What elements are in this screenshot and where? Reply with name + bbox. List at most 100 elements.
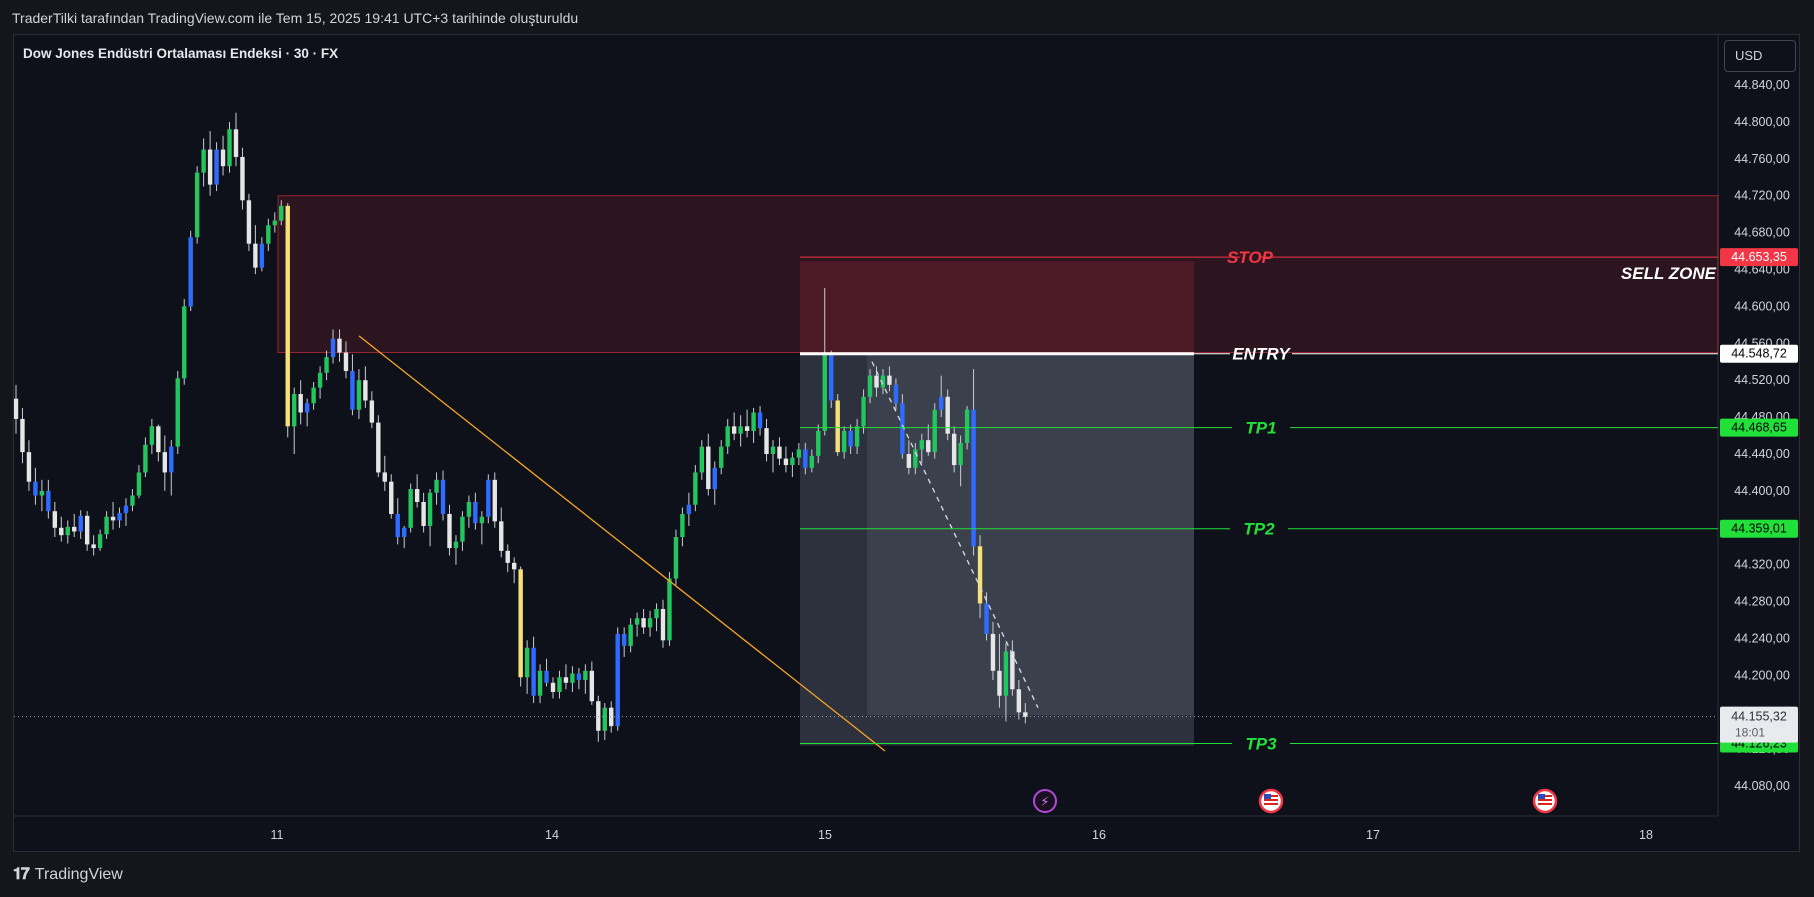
candle[interactable]: [110, 516, 116, 521]
candle[interactable]: [337, 338, 342, 353]
candle[interactable]: [220, 149, 226, 167]
candle[interactable]: [369, 400, 375, 423]
candle[interactable]: [893, 384, 899, 404]
candle[interactable]: [330, 338, 336, 358]
candle[interactable]: [311, 387, 316, 404]
candle[interactable]: [46, 490, 51, 512]
candle-series[interactable]: [14, 112, 1028, 742]
candle[interactable]: [486, 479, 491, 517]
candle[interactable]: [958, 442, 963, 466]
candle[interactable]: [835, 400, 840, 453]
candle[interactable]: [143, 444, 148, 473]
candle[interactable]: [376, 422, 381, 473]
candle[interactable]: [615, 633, 620, 727]
candle[interactable]: [130, 495, 135, 506]
candle[interactable]: [207, 149, 213, 185]
candle[interactable]: [964, 409, 970, 443]
candle[interactable]: [421, 501, 426, 526]
candle[interactable]: [887, 375, 892, 385]
candle[interactable]: [609, 707, 614, 727]
candle[interactable]: [939, 396, 944, 410]
candle[interactable]: [596, 701, 601, 731]
currency-button[interactable]: USD: [1724, 40, 1796, 72]
candle[interactable]: [104, 516, 109, 535]
candle[interactable]: [201, 149, 206, 173]
brand-name[interactable]: TradingView: [34, 866, 123, 883]
candle[interactable]: [324, 357, 329, 373]
candle[interactable]: [680, 513, 685, 538]
candle[interactable]: [583, 670, 588, 681]
candle[interactable]: [706, 446, 711, 490]
candle[interactable]: [182, 306, 187, 379]
candle[interactable]: [796, 449, 802, 458]
candle[interactable]: [1023, 712, 1028, 717]
candle[interactable]: [686, 504, 692, 514]
candle[interactable]: [667, 578, 672, 641]
candle[interactable]: [874, 375, 879, 388]
candle[interactable]: [919, 440, 924, 450]
candle[interactable]: [499, 521, 504, 551]
candle[interactable]: [1016, 689, 1022, 713]
candle[interactable]: [589, 670, 595, 702]
symbol-title[interactable]: Dow Jones Endüstri Ortalaması Endeksi · …: [23, 46, 338, 61]
candle[interactable]: [880, 375, 886, 388]
candle[interactable]: [14, 398, 19, 419]
candle[interactable]: [123, 505, 129, 514]
candle[interactable]: [634, 618, 640, 625]
candle[interactable]: [285, 205, 290, 427]
candle[interactable]: [693, 472, 698, 505]
candle[interactable]: [744, 426, 750, 431]
candle[interactable]: [854, 426, 860, 447]
candle[interactable]: [453, 541, 459, 549]
position-risk-area[interactable]: [800, 261, 1194, 354]
candle[interactable]: [440, 479, 446, 514]
candle[interactable]: [91, 544, 96, 549]
candle[interactable]: [971, 409, 976, 547]
candle[interactable]: [990, 633, 996, 671]
flash-event-icon[interactable]: ⚡: [1033, 789, 1057, 813]
candle[interactable]: [259, 243, 265, 268]
candle[interactable]: [783, 458, 789, 466]
candle[interactable]: [266, 225, 271, 244]
candle[interactable]: [408, 489, 413, 528]
candle[interactable]: [117, 513, 122, 521]
candle[interactable]: [272, 220, 277, 226]
chart-pane[interactable]: [13, 34, 1800, 852]
candle[interactable]: [169, 446, 174, 473]
candle[interactable]: [52, 511, 58, 528]
candle[interactable]: [945, 396, 950, 434]
candle[interactable]: [253, 243, 258, 268]
candle[interactable]: [246, 200, 252, 244]
candle[interactable]: [809, 455, 815, 468]
us-flag-event-icon[interactable]: [1258, 788, 1284, 814]
candle[interactable]: [751, 412, 756, 431]
candle[interactable]: [673, 537, 679, 579]
candle[interactable]: [298, 394, 303, 413]
candle[interactable]: [279, 205, 284, 221]
candle[interactable]: [479, 516, 485, 524]
candle[interactable]: [447, 513, 452, 549]
candle[interactable]: [227, 129, 232, 167]
candle[interactable]: [65, 526, 70, 536]
candle[interactable]: [156, 426, 161, 453]
candle[interactable]: [466, 501, 472, 517]
sell-zone-box[interactable]: [277, 195, 1719, 354]
candle[interactable]: [932, 409, 937, 453]
candle[interactable]: [20, 418, 25, 453]
candle[interactable]: [816, 430, 821, 456]
candle[interactable]: [175, 378, 180, 447]
candle[interactable]: [188, 237, 193, 307]
candle[interactable]: [906, 454, 912, 468]
candle[interactable]: [84, 515, 90, 545]
candle[interactable]: [39, 490, 45, 496]
candle[interactable]: [233, 129, 239, 157]
candle[interactable]: [194, 172, 200, 238]
candle[interactable]: [72, 526, 77, 532]
candle[interactable]: [712, 467, 717, 490]
candle[interactable]: [731, 426, 737, 434]
candle[interactable]: [848, 430, 853, 447]
candle[interactable]: [563, 677, 569, 683]
candle[interactable]: [803, 449, 808, 468]
candle[interactable]: [343, 352, 349, 371]
